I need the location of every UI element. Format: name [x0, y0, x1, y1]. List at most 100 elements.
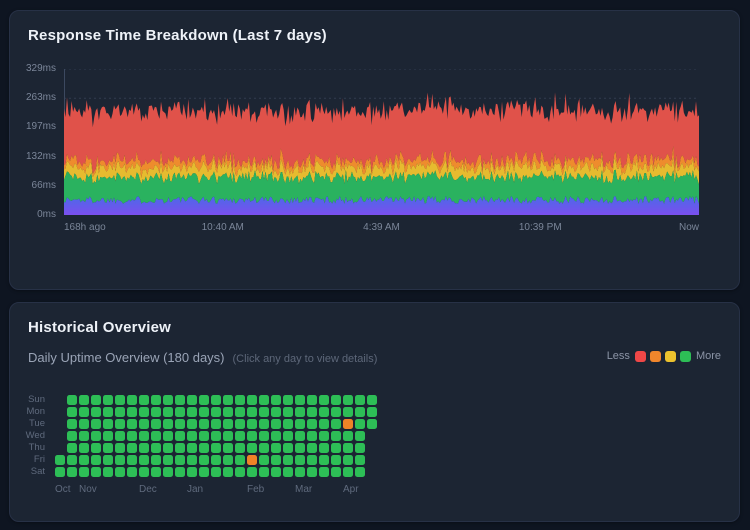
uptime-day-cell[interactable] [235, 443, 245, 453]
uptime-day-cell[interactable] [271, 395, 281, 405]
uptime-day-cell[interactable] [247, 467, 257, 477]
uptime-day-cell[interactable] [247, 431, 257, 441]
uptime-day-cell[interactable] [319, 419, 329, 429]
uptime-day-cell[interactable] [331, 431, 341, 441]
uptime-day-cell[interactable] [151, 419, 161, 429]
uptime-day-cell[interactable] [103, 407, 113, 417]
uptime-day-cell[interactable] [151, 455, 161, 465]
uptime-day-cell[interactable] [199, 443, 209, 453]
uptime-day-cell[interactable] [211, 431, 221, 441]
uptime-day-cell[interactable] [163, 395, 173, 405]
uptime-day-cell[interactable] [319, 467, 329, 477]
uptime-day-cell[interactable] [307, 467, 317, 477]
uptime-day-cell[interactable] [259, 443, 269, 453]
uptime-day-cell[interactable] [67, 419, 77, 429]
uptime-day-cell[interactable] [151, 395, 161, 405]
uptime-day-cell[interactable] [331, 395, 341, 405]
uptime-day-cell[interactable] [103, 395, 113, 405]
uptime-day-cell[interactable] [139, 431, 149, 441]
uptime-day-cell[interactable] [79, 467, 89, 477]
uptime-day-cell[interactable] [139, 455, 149, 465]
uptime-day-cell[interactable] [175, 467, 185, 477]
uptime-day-cell[interactable] [283, 419, 293, 429]
uptime-day-cell[interactable] [259, 455, 269, 465]
uptime-day-cell[interactable] [355, 431, 365, 441]
uptime-day-cell[interactable] [223, 455, 233, 465]
uptime-day-cell[interactable] [199, 419, 209, 429]
uptime-day-cell[interactable] [175, 455, 185, 465]
uptime-day-cell[interactable] [271, 467, 281, 477]
uptime-day-cell[interactable] [295, 455, 305, 465]
uptime-day-cell[interactable] [223, 443, 233, 453]
uptime-day-cell[interactable] [247, 419, 257, 429]
uptime-day-cell[interactable] [175, 407, 185, 417]
uptime-day-cell[interactable] [67, 407, 77, 417]
uptime-day-cell[interactable] [187, 455, 197, 465]
uptime-day-cell[interactable] [343, 443, 353, 453]
uptime-day-cell[interactable] [319, 455, 329, 465]
uptime-day-cell[interactable] [163, 407, 173, 417]
uptime-day-cell[interactable] [127, 419, 137, 429]
uptime-day-cell[interactable] [211, 467, 221, 477]
uptime-day-cell[interactable] [175, 395, 185, 405]
uptime-day-cell[interactable] [151, 431, 161, 441]
uptime-day-cell[interactable] [319, 407, 329, 417]
uptime-day-cell[interactable] [295, 395, 305, 405]
uptime-day-cell[interactable] [307, 431, 317, 441]
uptime-day-cell[interactable] [331, 419, 341, 429]
uptime-day-cell[interactable] [259, 419, 269, 429]
uptime-day-cell[interactable] [163, 431, 173, 441]
uptime-day-cell[interactable] [211, 455, 221, 465]
uptime-day-cell[interactable] [223, 431, 233, 441]
uptime-day-cell[interactable] [367, 419, 377, 429]
uptime-day-cell[interactable] [115, 407, 125, 417]
uptime-day-cell[interactable] [139, 467, 149, 477]
uptime-day-cell[interactable] [103, 455, 113, 465]
uptime-day-cell[interactable] [91, 467, 101, 477]
uptime-day-cell[interactable] [235, 419, 245, 429]
uptime-day-cell[interactable] [355, 467, 365, 477]
uptime-day-cell[interactable] [283, 455, 293, 465]
uptime-day-cell[interactable] [127, 467, 137, 477]
uptime-day-cell[interactable] [235, 431, 245, 441]
uptime-day-cell[interactable] [187, 443, 197, 453]
uptime-day-cell[interactable] [199, 467, 209, 477]
uptime-day-cell[interactable] [67, 395, 77, 405]
uptime-day-cell[interactable] [283, 443, 293, 453]
uptime-day-cell[interactable] [79, 443, 89, 453]
uptime-day-cell[interactable] [223, 395, 233, 405]
uptime-day-cell[interactable] [295, 419, 305, 429]
uptime-day-cell[interactable] [211, 419, 221, 429]
uptime-day-cell[interactable] [151, 443, 161, 453]
uptime-day-cell[interactable] [295, 443, 305, 453]
uptime-day-cell[interactable] [283, 395, 293, 405]
uptime-day-cell[interactable] [187, 431, 197, 441]
uptime-day-cell[interactable] [355, 455, 365, 465]
uptime-day-cell[interactable] [331, 443, 341, 453]
uptime-day-cell[interactable] [223, 407, 233, 417]
uptime-day-cell[interactable] [115, 431, 125, 441]
uptime-day-cell[interactable] [343, 419, 353, 429]
uptime-day-cell[interactable] [343, 407, 353, 417]
uptime-day-cell[interactable] [91, 407, 101, 417]
uptime-day-cell[interactable] [151, 467, 161, 477]
uptime-day-cell[interactable] [79, 407, 89, 417]
uptime-day-cell[interactable] [247, 395, 257, 405]
uptime-day-cell[interactable] [295, 407, 305, 417]
uptime-day-cell[interactable] [295, 431, 305, 441]
uptime-day-cell[interactable] [307, 407, 317, 417]
uptime-day-cell[interactable] [91, 431, 101, 441]
uptime-day-cell[interactable] [343, 455, 353, 465]
uptime-day-cell[interactable] [307, 419, 317, 429]
uptime-day-cell[interactable] [175, 431, 185, 441]
uptime-day-cell[interactable] [103, 443, 113, 453]
uptime-day-cell[interactable] [67, 455, 77, 465]
uptime-day-cell[interactable] [139, 407, 149, 417]
uptime-day-cell[interactable] [319, 395, 329, 405]
uptime-day-cell[interactable] [211, 407, 221, 417]
uptime-day-cell[interactable] [355, 407, 365, 417]
uptime-day-cell[interactable] [115, 455, 125, 465]
uptime-day-cell[interactable] [187, 395, 197, 405]
uptime-day-cell[interactable] [223, 419, 233, 429]
uptime-day-cell[interactable] [235, 467, 245, 477]
